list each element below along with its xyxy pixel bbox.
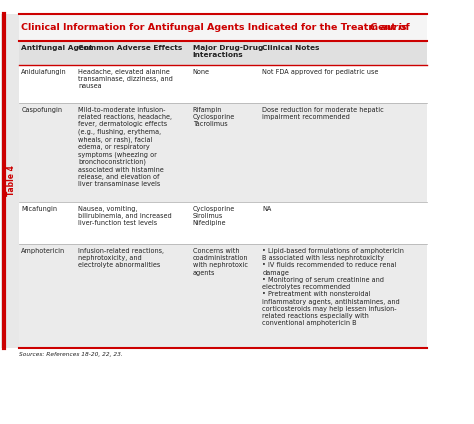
Text: Rifampin
Cyclosporine
Tacrolimus: Rifampin Cyclosporine Tacrolimus <box>193 107 235 127</box>
FancyBboxPatch shape <box>18 202 427 244</box>
Text: Caspofungin: Caspofungin <box>21 107 62 113</box>
Text: Table 4: Table 4 <box>7 165 16 196</box>
Text: NA: NA <box>262 206 272 212</box>
Text: Common Adverse Effects: Common Adverse Effects <box>78 45 182 51</box>
Text: Sources: References 18-20, 22, 23.: Sources: References 18-20, 22, 23. <box>18 352 122 357</box>
Text: Not FDA approved for pediatric use: Not FDA approved for pediatric use <box>262 69 379 75</box>
Text: Nausea, vomiting,
bilirubinemia, and increased
liver-function test levels: Nausea, vomiting, bilirubinemia, and inc… <box>78 206 172 226</box>
FancyBboxPatch shape <box>18 65 427 103</box>
Text: Antifungal Agent: Antifungal Agent <box>21 45 93 51</box>
FancyBboxPatch shape <box>1 14 18 348</box>
Text: Major Drug-Drug
Interactions: Major Drug-Drug Interactions <box>193 45 263 58</box>
Text: Anidulafungin: Anidulafungin <box>21 69 67 75</box>
Text: Cyclosporine
Sirolimus
Nifedipine: Cyclosporine Sirolimus Nifedipine <box>193 206 235 226</box>
Text: Clinical Information for Antifungal Agents Indicated for the Treatment of: Clinical Information for Antifungal Agen… <box>21 23 413 32</box>
Text: Micafungin: Micafungin <box>21 206 57 212</box>
Text: Dose reduction for moderate hepatic
impairment recommended: Dose reduction for moderate hepatic impa… <box>262 107 384 120</box>
FancyBboxPatch shape <box>18 103 427 202</box>
FancyBboxPatch shape <box>18 244 427 348</box>
Text: Mild-to-moderate infusion-
related reactions, headache,
fever, dermatologic effe: Mild-to-moderate infusion- related react… <box>78 107 173 187</box>
FancyBboxPatch shape <box>18 14 427 42</box>
Text: Headache, elevated alanine
transaminase, dizziness, and
nausea: Headache, elevated alanine transaminase,… <box>78 69 173 89</box>
Text: • Lipid-based formulations of amphotericin
B associated with less nephrotoxicity: • Lipid-based formulations of amphoteric… <box>262 248 404 326</box>
Text: Infusion-related reactions,
nephrotoxicity, and
electrolyte abnormalities: Infusion-related reactions, nephrotoxici… <box>78 248 164 268</box>
Text: C auris: C auris <box>370 23 407 32</box>
Text: None: None <box>193 69 210 75</box>
Text: Clinical Notes: Clinical Notes <box>262 45 319 51</box>
Text: Amphotericin: Amphotericin <box>21 248 65 254</box>
Text: Concerns with
coadministration
with nephrotoxic
agents: Concerns with coadministration with neph… <box>193 248 248 276</box>
FancyBboxPatch shape <box>18 42 427 65</box>
